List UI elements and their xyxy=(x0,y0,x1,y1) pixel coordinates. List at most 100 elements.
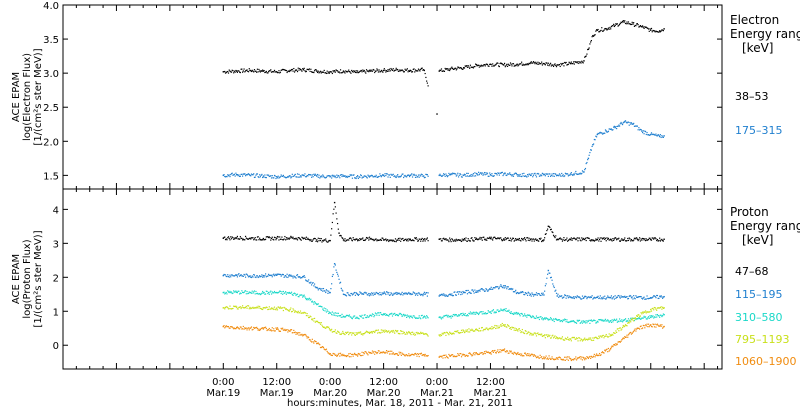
proton-point xyxy=(301,294,303,296)
proton-point xyxy=(236,292,238,294)
proton-point xyxy=(358,331,360,333)
proton-point xyxy=(518,328,521,330)
proton-point xyxy=(476,238,478,240)
electron-point xyxy=(353,70,355,72)
electron-point xyxy=(276,177,279,179)
proton-point xyxy=(420,353,422,355)
proton-point xyxy=(446,239,449,241)
electron-point xyxy=(318,72,320,74)
electron-point xyxy=(449,173,452,176)
proton-point xyxy=(449,315,452,318)
electron-point xyxy=(515,172,517,174)
proton-point xyxy=(271,291,273,293)
proton-point xyxy=(503,325,506,327)
proton-point xyxy=(457,330,459,332)
proton-point xyxy=(574,322,576,324)
proton-point xyxy=(657,324,659,326)
proton-point xyxy=(328,290,330,292)
electron-point xyxy=(632,23,634,25)
proton-point xyxy=(458,332,460,334)
proton-point xyxy=(491,288,493,290)
proton-point xyxy=(421,293,423,296)
proton-point xyxy=(416,355,418,357)
proton-point xyxy=(475,313,477,315)
proton-point xyxy=(365,292,367,294)
proton-point xyxy=(443,354,445,357)
proton-point xyxy=(500,325,503,327)
proton-point xyxy=(457,314,460,316)
proton-point xyxy=(547,358,549,360)
electron-point xyxy=(377,176,379,179)
proton-point xyxy=(625,296,627,298)
x-tick-label-time: 0:00 xyxy=(319,377,341,388)
proton-point xyxy=(374,314,376,317)
proton-point xyxy=(315,240,317,242)
proton-point xyxy=(393,331,395,333)
proton-point xyxy=(552,358,554,360)
proton-point xyxy=(535,293,537,296)
proton-point xyxy=(497,349,499,351)
proton-point xyxy=(333,266,335,268)
proton-point xyxy=(423,238,426,240)
proton-point xyxy=(460,356,463,358)
proton-point xyxy=(618,327,621,329)
proton-point xyxy=(368,236,371,238)
proton-point xyxy=(477,330,480,332)
electron-point xyxy=(606,131,608,133)
proton-point xyxy=(451,238,453,240)
proton-point xyxy=(313,317,316,320)
electron-point xyxy=(610,128,613,130)
proton-point xyxy=(441,293,443,295)
electron-ytick-label: 3.0 xyxy=(43,69,59,80)
electron-point xyxy=(446,68,448,70)
electron-point xyxy=(272,71,274,73)
proton-point xyxy=(561,297,564,299)
proton-point xyxy=(259,307,262,310)
proton-point xyxy=(367,354,369,356)
proton-point xyxy=(659,314,662,316)
proton-point xyxy=(662,306,664,308)
proton-point xyxy=(631,239,633,242)
proton-point xyxy=(523,314,525,317)
proton-point xyxy=(438,316,440,319)
proton-point xyxy=(504,237,506,239)
proton-point xyxy=(496,286,498,288)
proton-point xyxy=(426,238,428,240)
proton-point xyxy=(291,237,293,239)
electron-point xyxy=(239,71,241,73)
proton-point xyxy=(267,308,270,310)
proton-point xyxy=(269,237,271,239)
electron-point xyxy=(331,72,333,75)
proton-point xyxy=(403,332,405,334)
proton-point xyxy=(414,334,417,336)
proton-point xyxy=(446,314,448,316)
proton-point xyxy=(233,305,236,308)
proton-point xyxy=(297,276,299,278)
proton-point xyxy=(343,316,345,318)
proton-point xyxy=(635,330,637,332)
electron-point xyxy=(393,70,395,72)
proton-point xyxy=(653,295,655,297)
electron-point xyxy=(487,175,489,177)
electron-point xyxy=(258,68,260,71)
proton-point xyxy=(410,239,412,242)
proton-point xyxy=(582,297,584,300)
electron-point xyxy=(371,174,373,176)
electron-point xyxy=(326,175,328,177)
proton-point xyxy=(609,296,612,299)
electron-point xyxy=(513,65,515,67)
proton-point xyxy=(568,356,570,358)
proton-point xyxy=(469,329,472,331)
proton-point xyxy=(525,314,527,317)
proton-point xyxy=(336,315,339,317)
proton-point xyxy=(515,289,517,291)
proton-point xyxy=(495,311,497,313)
proton-point xyxy=(566,237,568,239)
electron-point xyxy=(327,175,329,177)
proton-point xyxy=(237,290,239,292)
proton-point xyxy=(350,316,352,318)
proton-point xyxy=(331,354,333,357)
electron-point xyxy=(613,126,615,128)
proton-point xyxy=(640,238,642,240)
electron-point xyxy=(337,71,339,73)
